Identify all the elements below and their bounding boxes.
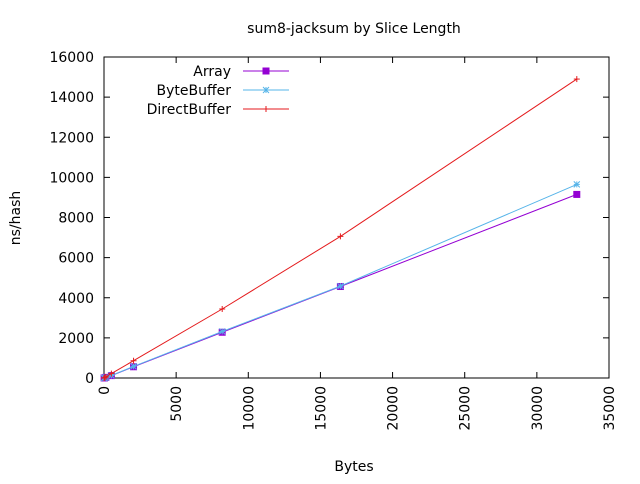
x-tick-label: 5000 xyxy=(169,386,185,422)
x-tick-label: 30000 xyxy=(530,386,546,431)
series-line-directbuffer xyxy=(103,78,578,379)
x-tick-label: 15000 xyxy=(313,386,329,431)
data-point-array xyxy=(573,190,581,198)
y-tick-label: 10000 xyxy=(49,170,94,186)
marker-d2 xyxy=(262,86,270,94)
marker-d2 xyxy=(218,328,226,335)
chart-title: sum8-jacksum by Slice Length xyxy=(247,21,461,37)
data-point-directbuffer xyxy=(102,373,109,380)
x-tick-label: 35000 xyxy=(602,386,618,431)
data-point-directbuffer xyxy=(101,374,108,381)
y-tick-label: 4000 xyxy=(58,291,94,307)
legend-label-bytebuffer: ByteBuffer xyxy=(157,83,232,99)
y-tick-label: 2000 xyxy=(58,331,94,347)
data-point-directbuffer xyxy=(219,305,226,312)
data-point-bytebuffer xyxy=(573,181,581,188)
x-tick-label: 25000 xyxy=(458,386,474,431)
x-tick-label: 20000 xyxy=(386,386,402,431)
data-point-directbuffer xyxy=(108,370,115,377)
data-point-bytebuffer xyxy=(218,328,226,335)
legend-marker-directbuffer xyxy=(263,106,269,112)
plot-area: 0 2000 4000 6000 8000 10000 12000 14000 16000 0 50… xyxy=(49,50,618,431)
series-directbuffer xyxy=(101,76,580,381)
legend-marker-bytebuffer xyxy=(262,86,270,94)
marker-d2 xyxy=(130,363,137,370)
data-point-directbuffer xyxy=(130,357,137,364)
legend-marker-array xyxy=(262,67,270,75)
marker-d2 xyxy=(337,282,344,290)
data-point-directbuffer xyxy=(337,233,344,240)
series-bytebuffer xyxy=(100,181,581,382)
y-tick-label: 12000 xyxy=(49,130,94,146)
data-point-bytebuffer xyxy=(130,363,137,370)
y-tick-label: 6000 xyxy=(58,251,94,267)
y-axis-label: ns/hash xyxy=(8,191,24,246)
y-tick-label: 8000 xyxy=(58,211,94,227)
legend-label-directbuffer: DirectBuffer xyxy=(147,102,232,118)
data-point-directbuffer xyxy=(573,76,580,83)
x-axis-label: Bytes xyxy=(334,459,373,475)
y-tick-label: 14000 xyxy=(49,90,94,106)
y-tick-label: 0 xyxy=(85,371,94,387)
data-point-bytebuffer xyxy=(337,282,344,290)
legend-label-array: Array xyxy=(193,64,231,80)
y-tick-label: 16000 xyxy=(49,50,94,66)
x-tick-label: 0 xyxy=(97,386,113,395)
marker-d2 xyxy=(573,181,581,188)
legend: Array ByteBuffer DirectBuffer xyxy=(147,64,289,118)
x-tick-label: 10000 xyxy=(241,386,257,431)
series-line-bytebuffer xyxy=(103,183,577,379)
